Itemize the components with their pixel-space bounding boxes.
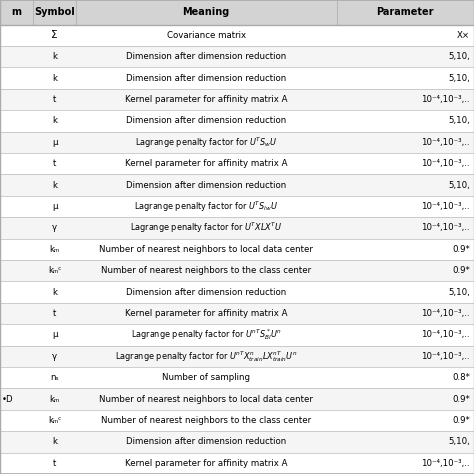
FancyBboxPatch shape (0, 303, 474, 324)
Text: 10⁻⁴,10⁻³,..: 10⁻⁴,10⁻³,.. (421, 309, 470, 318)
FancyBboxPatch shape (0, 132, 474, 153)
Text: Dimension after dimension reduction: Dimension after dimension reduction (126, 438, 286, 447)
Text: Σ: Σ (51, 30, 58, 40)
FancyBboxPatch shape (0, 217, 474, 238)
Text: t: t (53, 159, 56, 168)
FancyBboxPatch shape (0, 110, 474, 132)
FancyBboxPatch shape (0, 196, 474, 217)
Text: Kernel parameter for affinity matrix A: Kernel parameter for affinity matrix A (125, 459, 287, 468)
Text: Number of nearest neighbors to the class center: Number of nearest neighbors to the class… (101, 416, 311, 425)
Text: 10⁻⁴,10⁻³,..: 10⁻⁴,10⁻³,.. (421, 459, 470, 468)
Text: μ: μ (52, 202, 57, 211)
Text: Dimension after dimension reduction: Dimension after dimension reduction (126, 288, 286, 297)
Text: 0.9*: 0.9* (452, 245, 470, 254)
Text: 0.8*: 0.8* (452, 373, 470, 382)
FancyBboxPatch shape (0, 367, 474, 388)
Text: t: t (53, 459, 56, 468)
Text: μ: μ (52, 330, 57, 339)
Text: 5,10,: 5,10, (448, 181, 470, 190)
Text: k: k (52, 438, 57, 447)
Text: nₛ: nₛ (50, 373, 59, 382)
FancyBboxPatch shape (0, 388, 474, 410)
Text: 5,10,: 5,10, (448, 52, 470, 61)
Text: Number of nearest neighbors to local data center: Number of nearest neighbors to local dat… (99, 245, 313, 254)
Text: μ: μ (52, 138, 57, 147)
FancyBboxPatch shape (0, 260, 474, 282)
Text: kₘᶜ: kₘᶜ (48, 416, 61, 425)
Text: Number of sampling: Number of sampling (162, 373, 250, 382)
Text: Lagrange penalty factor for $U^T XLX^T U$: Lagrange penalty factor for $U^T XLX^T U… (130, 221, 283, 235)
Text: 5,10,: 5,10, (448, 288, 470, 297)
Text: 5,10,: 5,10, (448, 73, 470, 82)
Text: 10⁻⁴,10⁻³,..: 10⁻⁴,10⁻³,.. (421, 159, 470, 168)
Text: 10⁻⁴,10⁻³,..: 10⁻⁴,10⁻³,.. (421, 138, 470, 147)
FancyBboxPatch shape (0, 324, 474, 346)
FancyBboxPatch shape (0, 25, 474, 46)
Text: 10⁻⁴,10⁻³,..: 10⁻⁴,10⁻³,.. (421, 352, 470, 361)
Text: kₘᶜ: kₘᶜ (48, 266, 61, 275)
Text: 0.9*: 0.9* (452, 416, 470, 425)
FancyBboxPatch shape (0, 67, 474, 89)
FancyBboxPatch shape (0, 46, 474, 67)
Text: Dimension after dimension reduction: Dimension after dimension reduction (126, 73, 286, 82)
Text: Dimension after dimension reduction: Dimension after dimension reduction (126, 181, 286, 190)
Text: 0.9*: 0.9* (452, 395, 470, 403)
Text: γ: γ (52, 352, 57, 361)
Text: Symbol: Symbol (34, 7, 75, 18)
Text: Kernel parameter for affinity matrix A: Kernel parameter for affinity matrix A (125, 95, 287, 104)
Text: k: k (52, 181, 57, 190)
FancyBboxPatch shape (0, 89, 474, 110)
Text: kₘ: kₘ (49, 395, 60, 403)
Text: •D: •D (2, 395, 13, 403)
Text: 5,10,: 5,10, (448, 117, 470, 126)
Text: 5,10,: 5,10, (448, 438, 470, 447)
Text: Number of nearest neighbors to local data center: Number of nearest neighbors to local dat… (99, 395, 313, 403)
FancyBboxPatch shape (0, 174, 474, 196)
Text: 0.9*: 0.9* (452, 266, 470, 275)
Text: Covariance matrix: Covariance matrix (167, 31, 246, 40)
Text: 10⁻⁴,10⁻³,..: 10⁻⁴,10⁻³,.. (421, 202, 470, 211)
Text: Meaning: Meaning (182, 7, 230, 18)
FancyBboxPatch shape (0, 0, 474, 25)
Text: 10⁻⁴,10⁻³,..: 10⁻⁴,10⁻³,.. (421, 330, 470, 339)
Text: k: k (52, 288, 57, 297)
Text: Lagrange penalty factor for $U^T S_{lw} U$: Lagrange penalty factor for $U^T S_{lw} … (134, 200, 278, 214)
FancyBboxPatch shape (0, 346, 474, 367)
Text: m: m (11, 7, 22, 18)
Text: kₘ: kₘ (49, 245, 60, 254)
Text: Lagrange penalty factor for $U^{nT} S^*_{Bl} U^n$: Lagrange penalty factor for $U^{nT} S^*_… (131, 328, 282, 342)
Text: 10⁻⁴,10⁻³,..: 10⁻⁴,10⁻³,.. (421, 223, 470, 232)
Text: Parameter: Parameter (376, 7, 434, 18)
Text: k: k (52, 117, 57, 126)
FancyBboxPatch shape (0, 153, 474, 174)
Text: Number of nearest neighbors to the class center: Number of nearest neighbors to the class… (101, 266, 311, 275)
Text: Lagrange penalty factor for $U^T S_w U$: Lagrange penalty factor for $U^T S_w U$ (135, 135, 277, 149)
Text: Lagrange penalty factor for $U^{nT} X^n_{train} LX^{nT}_{train} U^n$: Lagrange penalty factor for $U^{nT} X^n_… (115, 349, 298, 364)
Text: Kernel parameter for affinity matrix A: Kernel parameter for affinity matrix A (125, 309, 287, 318)
Text: 10⁻⁴,10⁻³,..: 10⁻⁴,10⁻³,.. (421, 95, 470, 104)
Text: Dimension after dimension reduction: Dimension after dimension reduction (126, 52, 286, 61)
Text: t: t (53, 95, 56, 104)
FancyBboxPatch shape (0, 410, 474, 431)
Text: Dimension after dimension reduction: Dimension after dimension reduction (126, 117, 286, 126)
Text: Kernel parameter for affinity matrix A: Kernel parameter for affinity matrix A (125, 159, 287, 168)
FancyBboxPatch shape (0, 282, 474, 303)
Text: k: k (52, 52, 57, 61)
Text: γ: γ (52, 223, 57, 232)
Text: t: t (53, 309, 56, 318)
FancyBboxPatch shape (0, 431, 474, 453)
Text: k: k (52, 73, 57, 82)
FancyBboxPatch shape (0, 238, 474, 260)
Text: X×: X× (457, 31, 470, 40)
FancyBboxPatch shape (0, 453, 474, 474)
